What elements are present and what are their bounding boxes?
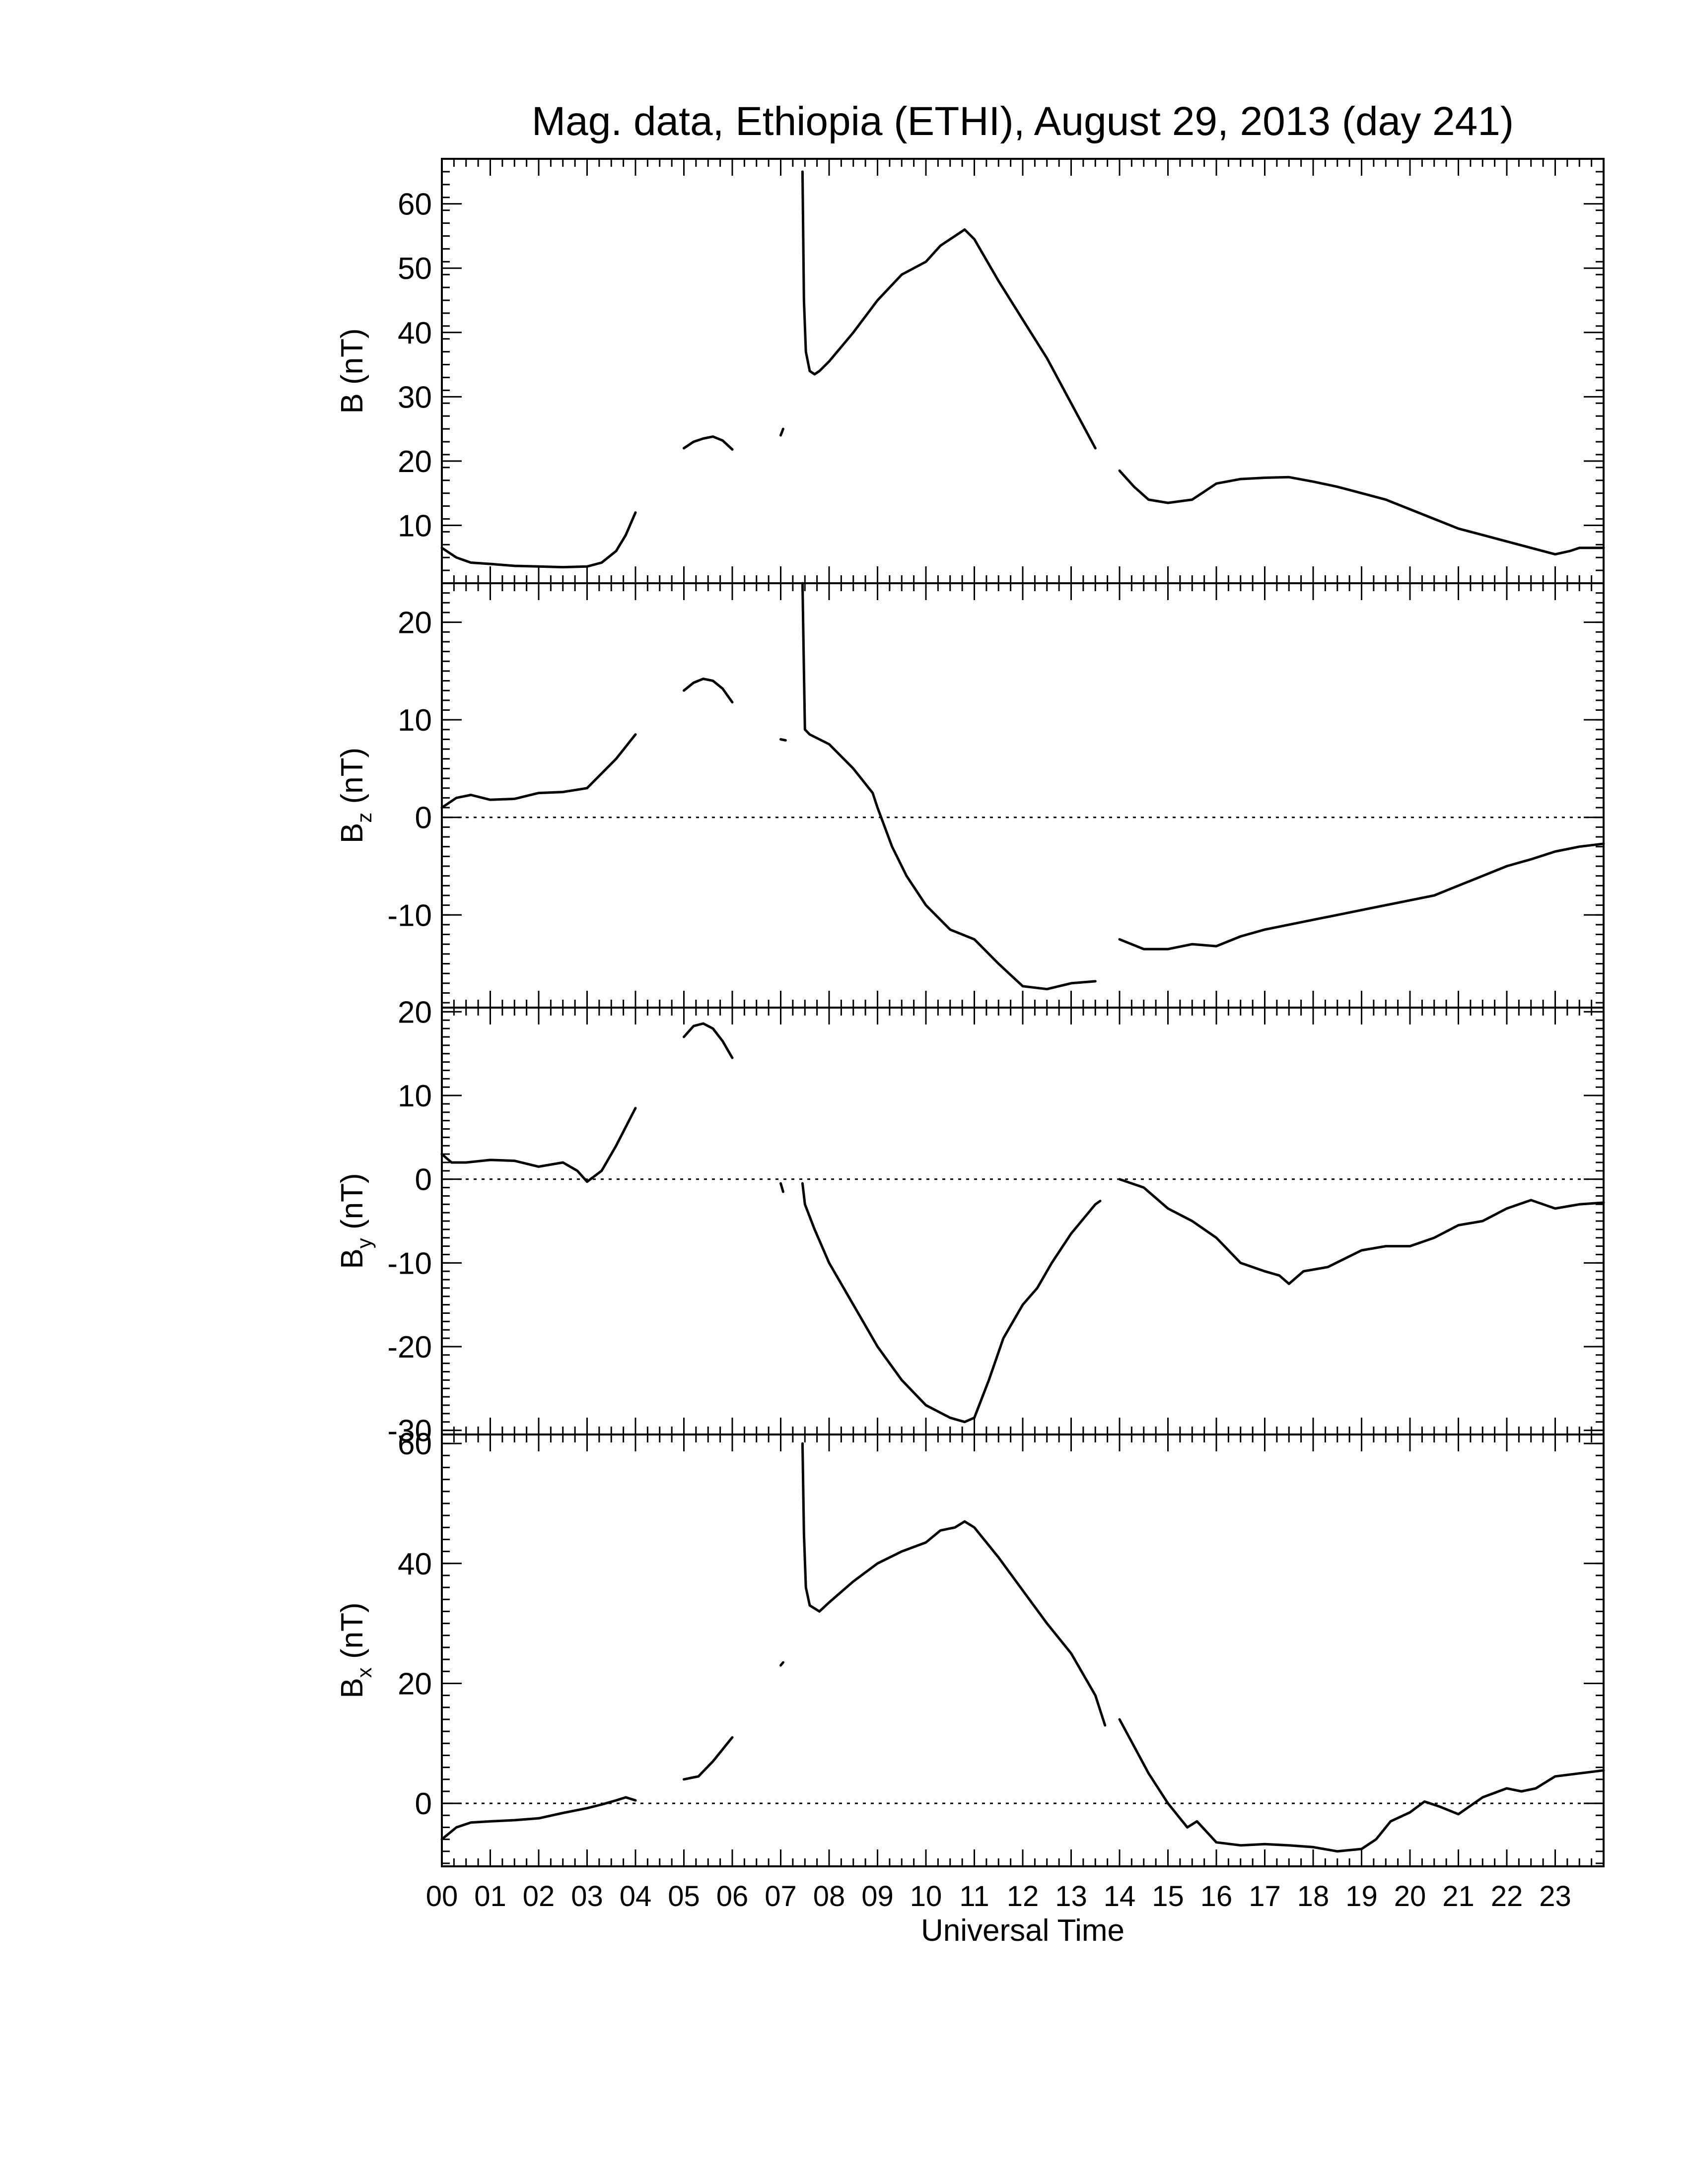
panel-Bz-trace-segment-0 bbox=[440, 733, 637, 809]
chart-title: Mag. data, Ethiopia (ETHI), August 29, 2… bbox=[532, 99, 1514, 144]
ylabel-subscript: y bbox=[352, 1238, 376, 1248]
x-tick-label: 16 bbox=[1200, 1880, 1233, 1912]
panel-B-ylabel: B (nT) bbox=[335, 328, 369, 413]
panel-Bz-ytick-label: 10 bbox=[398, 703, 432, 738]
panel-Bx-trace-segment-3 bbox=[801, 1442, 1107, 1727]
ylabel-subscript: z bbox=[352, 813, 376, 823]
panel-Bz-trace-segment-4 bbox=[1118, 842, 1605, 951]
panel-Bz-ytick-label: 20 bbox=[398, 606, 432, 640]
panel-By-ylabel: By (nT) bbox=[335, 1173, 376, 1269]
panel-Bx-ylabel: Bx (nT) bbox=[335, 1602, 376, 1698]
panel-B-ytick-label: 30 bbox=[398, 380, 432, 414]
x-tick-label: 08 bbox=[813, 1880, 845, 1912]
panel-Bx-trace-segment-4 bbox=[1118, 1718, 1605, 1853]
panel-B-trace-segment-1 bbox=[683, 435, 734, 451]
panel-By-ytick-label: 20 bbox=[398, 995, 432, 1029]
panel-B-ytick-label: 40 bbox=[398, 316, 432, 350]
x-tick-label: 04 bbox=[620, 1880, 652, 1912]
x-tick-label: 02 bbox=[523, 1880, 555, 1912]
panel-B-trace-segment-0 bbox=[440, 511, 637, 569]
panel-Bz-ylabel: Bz (nT) bbox=[335, 748, 376, 843]
ylabel-unit: (nT) bbox=[335, 328, 369, 393]
panel-Bz-ytick-label: 0 bbox=[415, 801, 432, 835]
x-axis: 00 01 02 03 04 05 06 07 08 09 10 11 12 13 14 15 16 17 18 19… bbox=[426, 1880, 1571, 1912]
x-tick-label: 12 bbox=[1007, 1880, 1039, 1912]
x-tick-label: 05 bbox=[668, 1880, 700, 1912]
panel-Bx-trace-segment-1 bbox=[683, 1736, 734, 1781]
panel-Bx-trace-segment-2 bbox=[779, 1661, 784, 1667]
ylabel-subscript: x bbox=[352, 1667, 376, 1678]
panel-Bx: 0 20 40 60 Bx (nT) bbox=[335, 1427, 1605, 1867]
panel-B-ytick-label: 20 bbox=[398, 445, 432, 479]
ylabel-main: B bbox=[335, 393, 369, 413]
panel-Bz-frame bbox=[441, 582, 1605, 1009]
panel-B-frame bbox=[441, 158, 1605, 584]
panel-Bx-trace-segment-0 bbox=[440, 1796, 637, 1841]
ylabel-unit: (nT) bbox=[335, 748, 369, 813]
x-tick-label: 06 bbox=[716, 1880, 749, 1912]
x-tick-label: 19 bbox=[1345, 1880, 1378, 1912]
panel-By-ytick-label: -30 bbox=[387, 1414, 432, 1448]
x-tick-label: 23 bbox=[1539, 1880, 1571, 1912]
x-axis-label: Universal Time bbox=[921, 1913, 1125, 1948]
ylabel-main: B bbox=[335, 1248, 369, 1269]
x-tick-label: 17 bbox=[1249, 1880, 1281, 1912]
panel-Bx-ytick-label: 60 bbox=[398, 1427, 432, 1461]
panel-By-trace-segment-1 bbox=[683, 1022, 734, 1059]
panel-B: 10 20 30 40 50 60 B (nT) bbox=[335, 158, 1605, 584]
panel-By-ytick-label: -20 bbox=[387, 1330, 432, 1365]
panel-By-frame bbox=[441, 1007, 1605, 1435]
panel-B-trace-segment-3 bbox=[801, 170, 1097, 450]
panel-Bx-ytick-label: 20 bbox=[398, 1667, 432, 1701]
x-tick-label: 01 bbox=[474, 1880, 506, 1912]
panel-By-trace-segment-3 bbox=[801, 1182, 1102, 1424]
ylabel-main: B bbox=[335, 1678, 369, 1698]
panel-By-ytick-label: -10 bbox=[387, 1246, 432, 1281]
x-tick-label: 00 bbox=[426, 1880, 458, 1912]
panel-Bz-trace-segment-2 bbox=[779, 738, 787, 742]
x-tick-label: 11 bbox=[959, 1880, 989, 1912]
x-tick-label: 15 bbox=[1152, 1880, 1184, 1912]
panel-Bz-trace-segment-1 bbox=[683, 678, 734, 704]
panel-B-ytick-label: 10 bbox=[398, 509, 432, 543]
panel-B-trace-segment-2 bbox=[779, 427, 784, 437]
panel-By-trace-segment-2 bbox=[779, 1182, 784, 1193]
panel-By-ytick-label: 10 bbox=[398, 1079, 432, 1113]
panel-Bz: -10 0 10 20 Bz (nT) bbox=[335, 582, 1605, 1009]
panel-By-ytick-label: 0 bbox=[415, 1163, 432, 1197]
x-tick-label: 09 bbox=[861, 1880, 894, 1912]
panel-By-trace-segment-4 bbox=[1118, 1178, 1605, 1285]
panel-By: -30 -20 -10 0 10 20 By (nT) bbox=[335, 995, 1605, 1448]
x-tick-label: 03 bbox=[571, 1880, 603, 1912]
ylabel-unit: (nT) bbox=[335, 1602, 369, 1667]
panel-Bx-ytick-label: 0 bbox=[415, 1787, 432, 1821]
panel-B-trace-segment-4 bbox=[1118, 469, 1605, 556]
x-tick-label: 07 bbox=[765, 1880, 797, 1912]
x-tick-label: 21 bbox=[1442, 1880, 1475, 1912]
panel-B-ytick-label: 50 bbox=[398, 252, 432, 286]
panel-Bz-trace-segment-3 bbox=[801, 582, 1097, 991]
panel-Bx-ytick-label: 40 bbox=[398, 1547, 432, 1581]
panel-Bz-ytick-label: -10 bbox=[387, 898, 432, 933]
ylabel-unit: (nT) bbox=[335, 1173, 369, 1238]
x-tick-label: 20 bbox=[1394, 1880, 1426, 1912]
x-tick-label: 22 bbox=[1491, 1880, 1523, 1912]
ylabel-main: B bbox=[335, 823, 369, 843]
x-tick-label: 10 bbox=[910, 1880, 942, 1912]
x-tick-label: 13 bbox=[1055, 1880, 1087, 1912]
panel-B-ytick-label: 60 bbox=[398, 188, 432, 222]
panel-By-trace-segment-0 bbox=[440, 1106, 637, 1183]
x-tick-label: 14 bbox=[1104, 1880, 1136, 1912]
x-tick-label: 18 bbox=[1297, 1880, 1330, 1912]
